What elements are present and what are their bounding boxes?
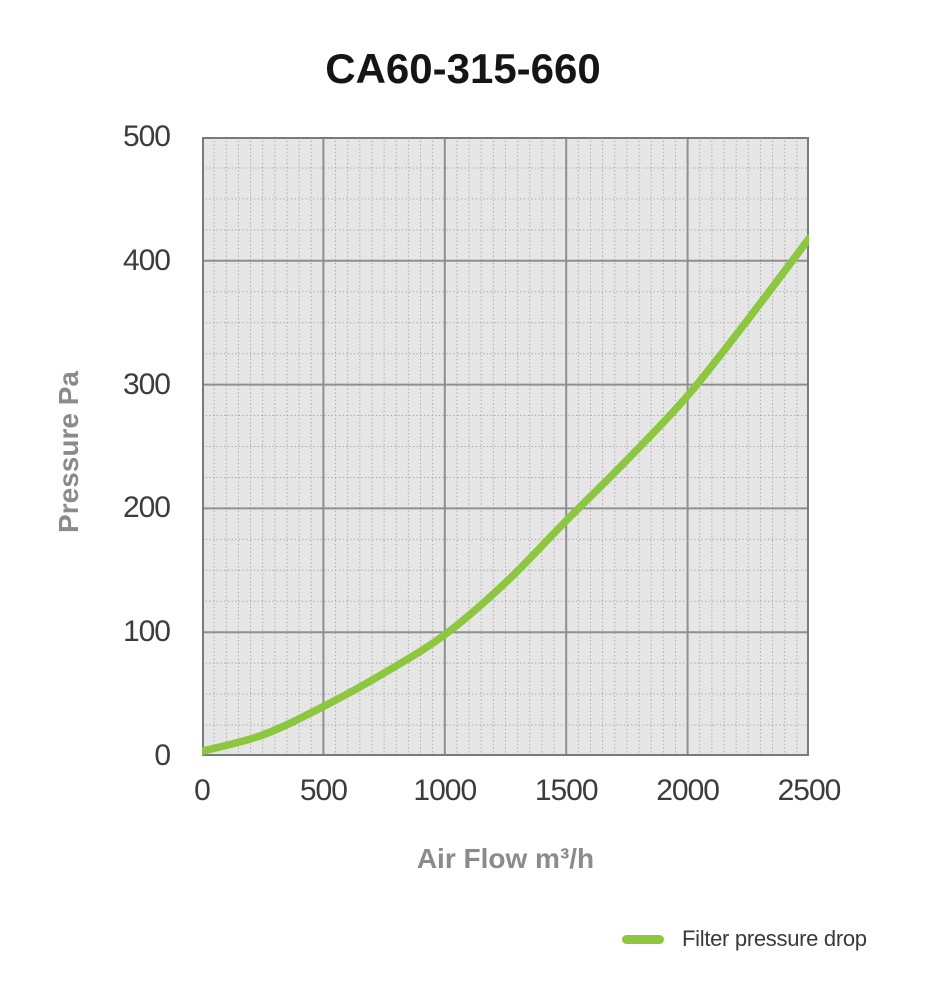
x-tick-label: 2000 [656,774,720,807]
x-tick-label: 0 [194,774,211,807]
y-axis-title: Pressure Pa [53,371,84,533]
y-tick-label: 400 [122,243,171,277]
chart-title: CA60-315-660 [325,45,601,92]
plot-border [202,137,809,756]
x-axis-title: Air Flow m³/h [416,843,595,874]
plot-area [202,137,809,756]
y-tick-label: 0 [154,739,171,772]
pressure-drop-curve [202,234,809,755]
x-tick-label: 1500 [534,774,599,807]
x-tick-label: 2500 [777,774,842,807]
legend: Filter pressure drop [622,922,867,956]
x-tick-label: 1000 [413,774,477,807]
legend-line-swatch-icon [622,934,664,944]
y-tick-label: 300 [122,367,171,401]
x-tick-label: 500 [299,774,348,807]
y-tick-label: 200 [122,491,171,525]
y-tick-label: 500 [122,120,171,153]
legend-label: Filter pressure drop [682,926,867,951]
y-tick-label: 100 [122,615,171,649]
